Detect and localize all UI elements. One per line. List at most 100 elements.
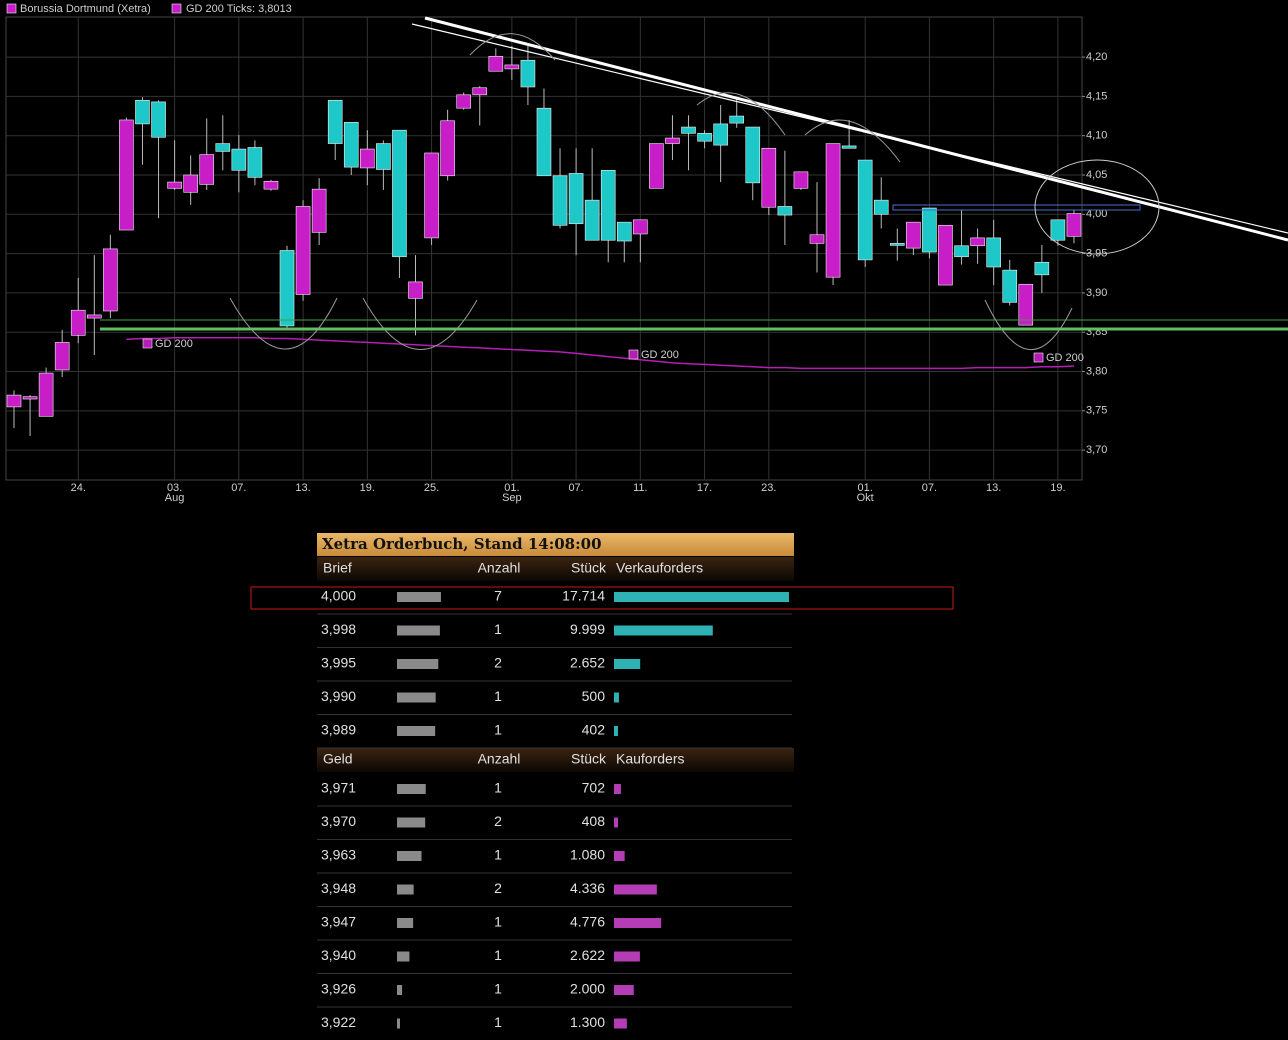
column-header: Geld: [323, 751, 353, 767]
moving-average-line: [126, 336, 1075, 370]
count: 2: [494, 813, 502, 829]
x-tick-label: 11.: [633, 482, 647, 494]
arc: [362, 297, 478, 350]
y-tick-label: 3,80: [1086, 365, 1107, 377]
candle-body: [472, 87, 488, 96]
column-header: Anzahl: [478, 751, 521, 767]
candle-body: [520, 59, 536, 88]
price: 3,948: [321, 880, 356, 896]
price-bar: [397, 659, 439, 669]
count: 1: [494, 780, 502, 796]
price: 3,922: [321, 1014, 356, 1030]
count: 1: [494, 947, 502, 963]
quantity: 500: [582, 688, 606, 704]
count: 1: [494, 981, 502, 997]
candle-body: [697, 133, 712, 142]
candle-body: [424, 152, 439, 239]
candle-body: [745, 126, 761, 184]
y-tick-label: 4,15: [1086, 90, 1107, 102]
candle-body: [552, 175, 568, 226]
column-header: Stück: [571, 560, 607, 576]
price: 3,995: [321, 655, 356, 671]
candle-body: [360, 148, 375, 169]
candle-body: [70, 309, 86, 336]
y-tick-label: 3,75: [1086, 405, 1107, 417]
column-header: Verkauforders: [616, 560, 703, 576]
x-tick-label: 13.: [986, 482, 1001, 494]
price-bar: [397, 851, 422, 861]
count: 2: [494, 655, 502, 671]
candle-body: [713, 123, 728, 146]
candle-body: [279, 250, 295, 327]
quantity: 2.000: [570, 981, 605, 997]
column-header: Anzahl: [478, 560, 521, 576]
candle-body: [841, 145, 857, 149]
orderbook-title: Xetra Orderbuch, Stand 14:08:00: [322, 535, 602, 553]
candle-body: [87, 314, 102, 319]
quantity-bar: [614, 659, 641, 669]
legend-swatch: [6, 3, 17, 14]
price: 3,998: [321, 621, 356, 637]
x-tick-label: 07.: [922, 482, 937, 494]
candle-body: [889, 243, 905, 246]
candle-body: [215, 143, 231, 152]
best-ask-highlight: [250, 586, 954, 610]
candle-body: [633, 219, 648, 235]
annotation: GD 200: [155, 338, 193, 350]
candles: GD 200 GD 200 GD 200: [6, 45, 1084, 436]
candle-body: [649, 143, 664, 189]
candle-body: [584, 199, 600, 241]
candle-body: [970, 237, 985, 247]
quantity: 2.652: [570, 655, 605, 671]
candle-body: [183, 174, 198, 193]
candle-body: [22, 396, 38, 400]
y-tick-label: 3,70: [1086, 444, 1107, 456]
candle-body: [938, 225, 953, 286]
orderbook: Xetra Orderbuch, Stand 14:08:00 Brief Anz…: [250, 533, 954, 1030]
price: 3,963: [321, 847, 356, 863]
candle-body: [54, 342, 70, 371]
annotation: GD 200: [641, 349, 679, 361]
x-tick-label: 01.: [858, 482, 873, 494]
arc: [469, 33, 556, 61]
quantity: 9.999: [570, 621, 605, 637]
highlight-circle: [1034, 159, 1160, 255]
x-tick-label: 07.: [568, 482, 583, 494]
candle-body: [1066, 213, 1082, 237]
price: 3,990: [321, 688, 356, 704]
quantity-bar: [614, 951, 640, 962]
candle-body: [906, 221, 921, 249]
price: 3,989: [321, 722, 356, 738]
quantity-bar: [614, 625, 713, 636]
x-tick-label: 19.: [1050, 482, 1065, 494]
column-header: Kauforders: [616, 751, 684, 767]
quantity-bar: [614, 784, 621, 794]
price-bar: [397, 817, 426, 828]
orderbook-header: [317, 533, 794, 556]
quantity: 1.080: [570, 847, 605, 863]
candle-body: [600, 169, 616, 241]
candle-body: [103, 248, 118, 312]
candle-body: [199, 154, 215, 185]
candle-body: [327, 100, 343, 144]
count: 7: [494, 588, 502, 604]
price-bar: [397, 784, 426, 794]
candle-body: [857, 159, 873, 261]
quantity: 17.714: [562, 588, 605, 604]
price-bar: [397, 726, 436, 736]
candle-body: [488, 56, 504, 72]
candle-body: [825, 143, 841, 278]
candle-body: [392, 129, 407, 258]
candle-body: [536, 107, 552, 177]
y-tick-label: 4,05: [1086, 169, 1107, 181]
x-tick-label: 13.: [295, 482, 310, 494]
candle-body: [922, 207, 937, 253]
candle-body: [729, 115, 745, 124]
column-header: Brief: [323, 560, 352, 576]
y-tick-label: 3,90: [1086, 287, 1107, 299]
x-tick-label: 19.: [360, 482, 375, 494]
candle-body: [954, 245, 969, 258]
candle-body: [119, 119, 134, 231]
quantity: 702: [582, 780, 606, 796]
